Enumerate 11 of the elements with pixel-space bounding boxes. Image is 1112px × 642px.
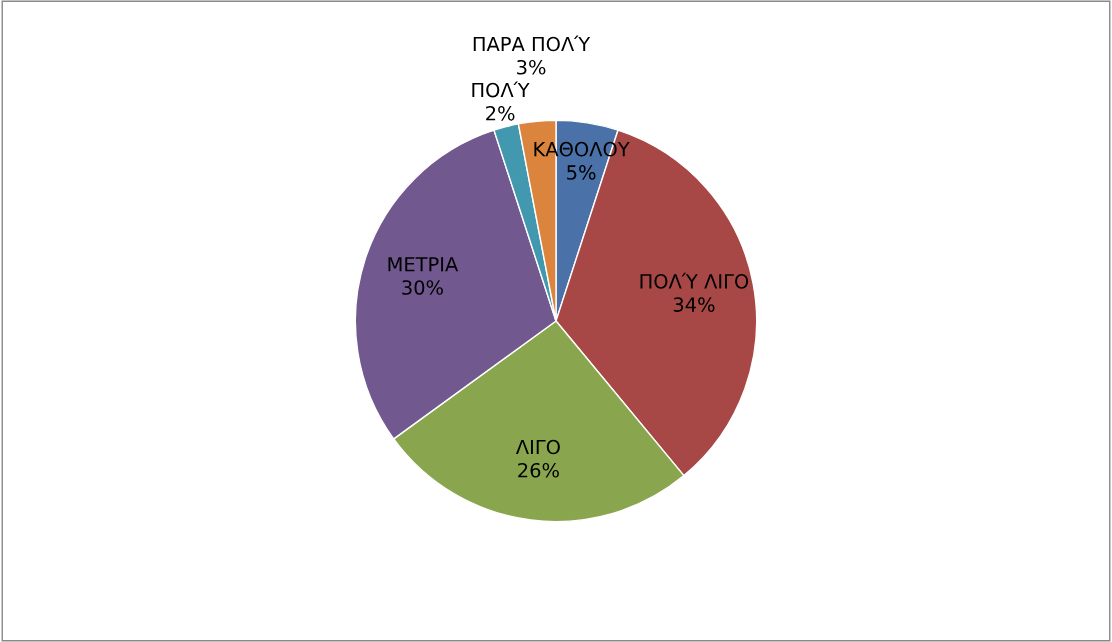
data-label: 30% bbox=[402, 280, 443, 295]
data-label: 26% bbox=[518, 462, 559, 478]
slice-label: ΜΕΤΡΙΑ bbox=[388, 257, 459, 272]
slice-label: ΠΟΛΎ ΛΙΓΟ bbox=[640, 272, 749, 289]
slice-label: ΛΙΓΟ bbox=[515, 439, 560, 455]
data-label: 3% bbox=[517, 59, 546, 75]
data-label: 2% bbox=[486, 105, 515, 121]
data-label: 34% bbox=[673, 297, 715, 312]
data-label: 5% bbox=[567, 165, 596, 180]
slice-label: ΠΑΡΑ ΠΟΛΎ bbox=[473, 35, 591, 52]
slice-label: ΠΟΛΎ bbox=[472, 81, 530, 98]
